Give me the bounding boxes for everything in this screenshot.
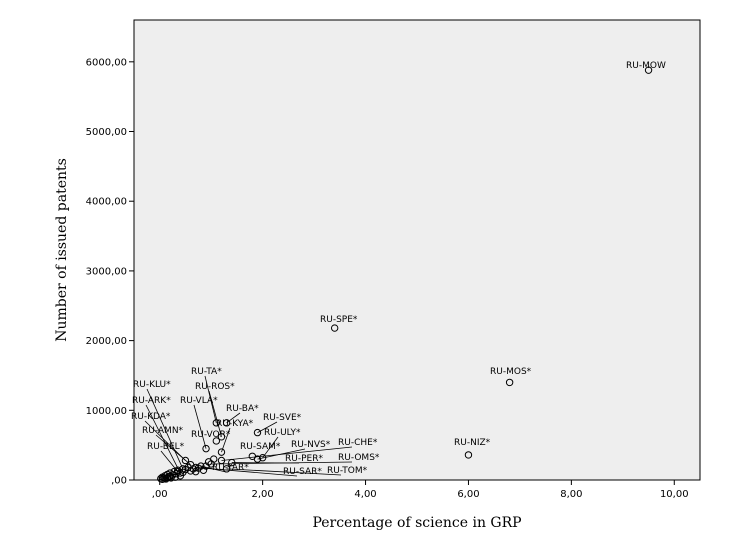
- data-point: [505, 378, 514, 387]
- data-point: [217, 448, 226, 456]
- point-label: RU-SVE*: [263, 413, 302, 423]
- point-label: RU-TA*: [191, 367, 222, 377]
- point-label: RU-KDA*: [131, 412, 171, 422]
- leader-line: [155, 434, 191, 465]
- data-point: [258, 453, 267, 462]
- point-label: RU-KYA*: [216, 419, 254, 429]
- point-label: RU-MOW: [626, 61, 666, 71]
- leader-line: [144, 420, 186, 461]
- data-point: [202, 462, 210, 470]
- point-label: RU-SPE*: [320, 315, 358, 325]
- data-point: [330, 324, 339, 332]
- data-point: [212, 437, 221, 445]
- data-point: [181, 456, 190, 465]
- data-point: [199, 466, 208, 474]
- x-tick-label: 10,00: [660, 489, 689, 500]
- data-point: [192, 463, 200, 472]
- leader-line: [262, 436, 279, 458]
- point-label: RU-NIZ*: [454, 438, 491, 448]
- y-tick-label: 5000,00: [86, 127, 127, 138]
- data-point: [174, 467, 182, 476]
- y-tick-label: 4000,00: [86, 197, 127, 208]
- point-label: RU-CHE*: [338, 438, 378, 448]
- data-point: [172, 470, 180, 478]
- leader-line: [226, 468, 342, 476]
- leader-line: [195, 467, 298, 477]
- data-point: [217, 456, 226, 465]
- x-axis-title: Percentage of science in GRP: [312, 515, 521, 531]
- leader-line: [221, 446, 353, 461]
- y-axis-title: Number of issued patents: [54, 158, 70, 342]
- leader-line: [226, 412, 241, 424]
- leader-line: [204, 375, 217, 423]
- x-tick-label: 2,00: [252, 489, 274, 500]
- y-tick-label: 2000,00: [86, 336, 127, 347]
- leader-line: [208, 390, 222, 437]
- point-label: RU-VLA*: [180, 396, 218, 406]
- data-point: [222, 465, 231, 473]
- y-tick-label: 3000,00: [86, 266, 127, 277]
- point-label: RU-OMS*: [338, 453, 380, 463]
- point-label: RU-VOR*: [191, 430, 231, 440]
- data-points: [157, 66, 653, 484]
- leader-line: [193, 404, 207, 449]
- point-label: RU-AMN*: [142, 426, 184, 436]
- point-label: RU-KLU*: [133, 380, 171, 390]
- data-point: [222, 419, 231, 427]
- point-label: RU-TOM*: [327, 466, 368, 476]
- y-tick-label: ,00: [111, 476, 127, 487]
- point-label: RU-YAR*: [212, 463, 249, 473]
- data-point: [644, 66, 653, 74]
- point-label: RU-ROS*: [195, 382, 235, 392]
- y-tick-label: 6000,00: [86, 57, 127, 68]
- data-point: [202, 444, 210, 453]
- point-label: RU-BEL*: [147, 442, 185, 452]
- data-point: [464, 451, 473, 459]
- leader-line: [146, 388, 184, 470]
- leader-line: [257, 421, 278, 433]
- data-point: [253, 428, 262, 437]
- data-point: [228, 458, 236, 467]
- data-point: [253, 455, 262, 463]
- leader-line: [221, 427, 231, 453]
- plot-area: [133, 19, 701, 481]
- data-point: [166, 472, 174, 480]
- data-point: [197, 462, 205, 470]
- axis-ticks: ,00 2,00 4,00 6,00 8,00 10,00 ,00 1000,00 2000,0…: [86, 57, 689, 500]
- point-label: RU-PER*: [285, 454, 323, 464]
- data-point: [207, 460, 215, 468]
- point-label: RU-BA*: [226, 404, 259, 414]
- point-label: RU-SAM*: [240, 442, 281, 452]
- x-tick-label: 6,00: [457, 489, 479, 500]
- x-tick-label: 8,00: [560, 489, 582, 500]
- point-label: RU-ULY*: [264, 428, 301, 438]
- x-tick-label: 4,00: [354, 489, 376, 500]
- point-label: RU-ARK*: [132, 396, 171, 406]
- data-point: [212, 419, 221, 427]
- point-label: RU-NVS*: [291, 440, 331, 450]
- y-tick-label: 1000,00: [86, 406, 127, 417]
- point-label: RU-SAR*: [283, 467, 322, 477]
- x-tick-label: ,00: [152, 489, 168, 500]
- point-label: RU-MOS*: [490, 367, 532, 377]
- data-point: [217, 433, 226, 441]
- point-labels: RU-MOW RU-SPE* RU-MOS* RU-NIZ* RU-TA* RU-ROS*…: [131, 61, 666, 477]
